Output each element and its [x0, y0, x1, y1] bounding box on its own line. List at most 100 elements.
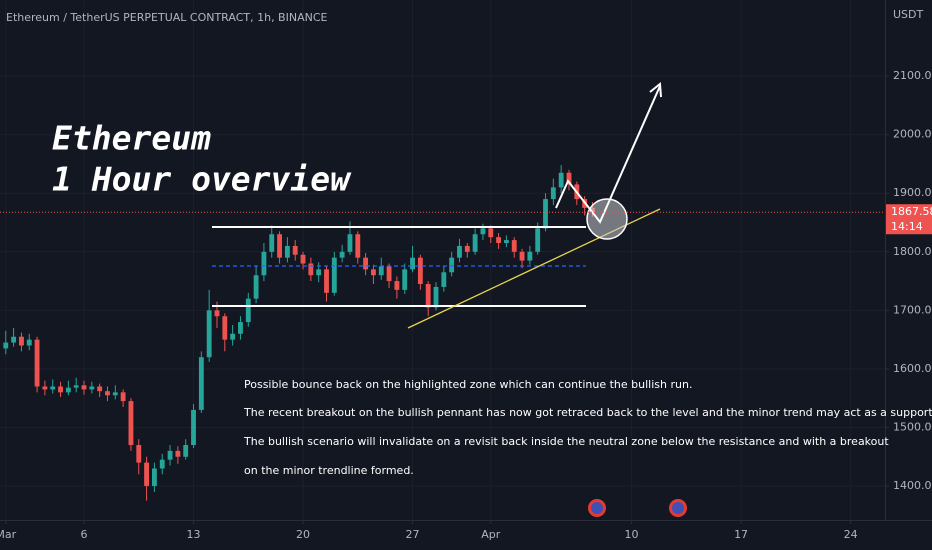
candle-body	[191, 409, 196, 446]
x-tick-label: 10	[625, 528, 639, 541]
annotation-line: The bullish scenario will invalidate on …	[243, 435, 889, 448]
highlight-zone	[586, 198, 628, 240]
x-tick-label: 17	[734, 528, 748, 541]
candle-body	[136, 445, 142, 463]
candle-body	[441, 272, 447, 287]
x-tick-label: 13	[187, 528, 201, 541]
candle-body	[324, 269, 329, 293]
candle-body	[519, 251, 525, 261]
candle-body	[527, 251, 533, 261]
candle-body	[363, 257, 369, 270]
annotation-line: Possible bounce back on the highlighted …	[244, 378, 692, 391]
candle-body	[42, 386, 48, 390]
candle-body	[472, 234, 478, 252]
candle-body	[120, 392, 126, 402]
x-tick-label: 27	[406, 528, 420, 541]
y-tick-label: 2100.00	[893, 69, 932, 82]
candle-body	[464, 245, 470, 252]
candle-body	[159, 459, 165, 469]
candle-body	[331, 257, 337, 293]
candle-body	[245, 298, 251, 323]
candle-body	[97, 386, 103, 392]
candle-body	[105, 391, 110, 396]
candle-body	[511, 240, 517, 252]
y-tick-label: 1400.00	[893, 479, 932, 492]
candle-body	[480, 228, 486, 235]
price-tag-value: 1867.58	[891, 205, 932, 218]
candle-body	[308, 263, 314, 276]
price-tag	[886, 204, 932, 235]
candle-body	[183, 445, 189, 457]
candle-body	[269, 234, 275, 252]
candle-body	[34, 339, 40, 387]
candle-body	[3, 342, 9, 349]
candle-body	[410, 257, 415, 270]
candle-body	[425, 284, 431, 308]
candle-body	[417, 257, 423, 285]
candle-body	[488, 228, 494, 238]
title-line: 1 Hour overview	[52, 160, 352, 199]
candle-body	[65, 387, 71, 393]
chart-header: Ethereum / TetherUS PERPETUAL CONTRACT, …	[6, 11, 328, 24]
candle-body	[230, 333, 236, 340]
candle-body	[58, 386, 63, 393]
candle-body	[26, 339, 32, 346]
candle-body	[89, 386, 95, 390]
candle-body	[151, 468, 157, 487]
projection-path	[555, 85, 661, 224]
annotation-line: The recent breakout on the bullish penna…	[243, 406, 932, 419]
candle-body	[496, 237, 502, 244]
x-tick-label: 24	[844, 528, 858, 541]
candle-body	[222, 316, 228, 340]
arrow-head	[649, 82, 662, 98]
y-tick-label: 1500.00	[893, 420, 932, 433]
event-icon-inner	[672, 502, 684, 514]
candle-body	[457, 245, 462, 258]
drawings	[212, 82, 662, 329]
x-tick-label: Apr	[481, 528, 501, 541]
candle-body	[378, 266, 384, 276]
candle-body	[81, 385, 87, 390]
candle-body	[550, 187, 556, 200]
candle-body	[261, 251, 267, 276]
candle-body	[284, 245, 290, 258]
candle-body	[292, 245, 298, 255]
candle-body	[144, 462, 150, 487]
candle-body	[73, 385, 79, 388]
y-tick-label: 1900.00	[893, 186, 932, 199]
candle-body	[167, 450, 173, 460]
candle-body	[50, 386, 56, 390]
candle-body	[19, 336, 24, 346]
candle-body	[277, 234, 282, 258]
candle-body	[253, 275, 259, 299]
candle-body	[449, 257, 455, 273]
candle-body	[198, 357, 204, 410]
event-icon-inner	[591, 502, 603, 514]
candle-body	[371, 269, 376, 276]
candle-body	[347, 234, 353, 252]
candle-body	[394, 281, 400, 290]
candle-body	[433, 286, 439, 308]
x-tick-label: 6	[81, 528, 88, 541]
candle-body	[300, 254, 306, 264]
y-tick-label: 1700.00	[893, 303, 932, 316]
candle-body	[558, 172, 564, 188]
y-tick-label: 1600.00	[893, 362, 932, 375]
event-icons	[588, 499, 687, 517]
annotation-line: on the minor trendline formed.	[244, 464, 414, 477]
candle-body	[112, 392, 118, 396]
candle-body	[386, 266, 392, 282]
candle-body	[543, 199, 548, 229]
x-tick-label: Mar	[0, 528, 17, 541]
candle-body	[503, 240, 509, 244]
candle-body	[238, 322, 243, 334]
x-tick-label: 20	[296, 528, 310, 541]
candle-body	[11, 336, 17, 343]
candle-body	[175, 450, 181, 457]
candle-body	[535, 228, 541, 252]
candles	[3, 165, 595, 501]
y-tick-label: 2000.00	[893, 128, 932, 141]
candle-body	[402, 269, 408, 290]
